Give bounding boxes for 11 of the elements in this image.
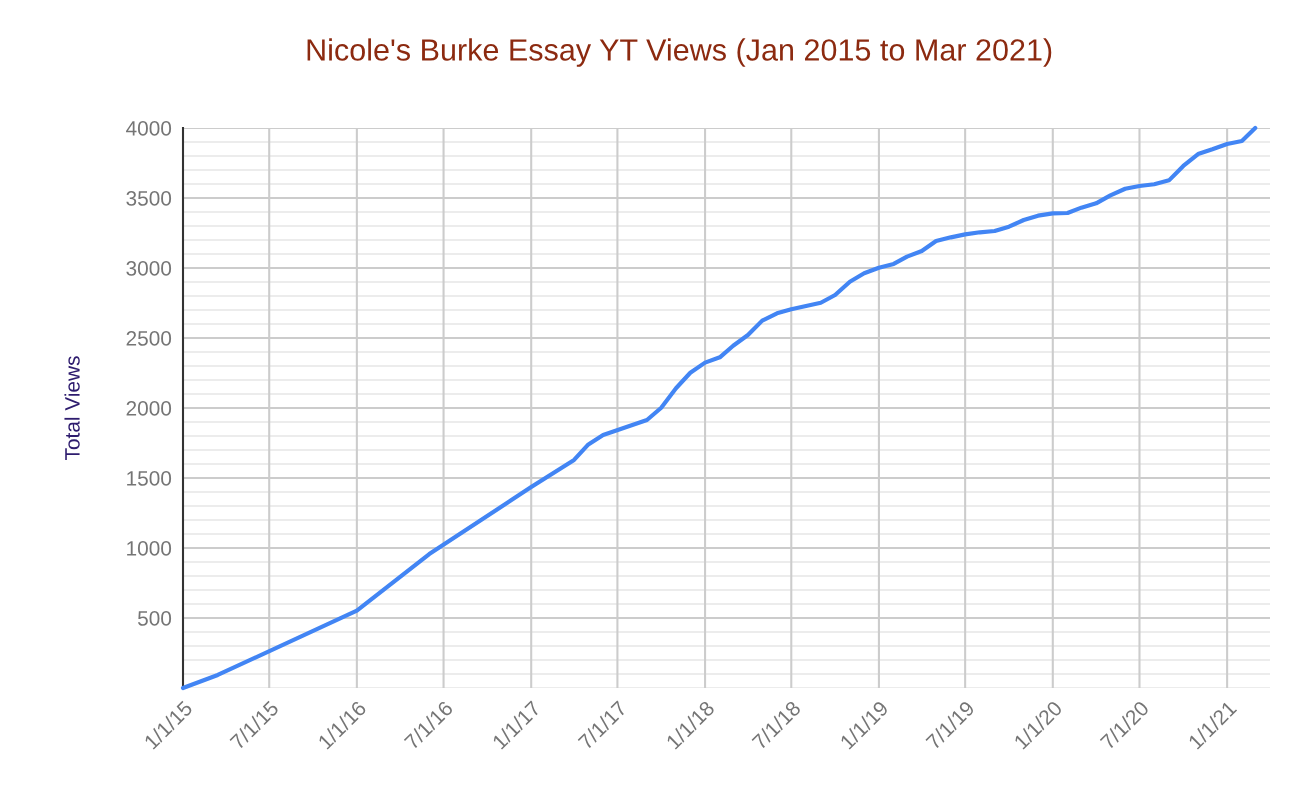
- chart-title: Nicole's Burke Essay YT Views (Jan 2015 to Mar 2021): [307, 38, 1052, 67]
- y-axis-title: Total Views: [64, 356, 80, 461]
- y-tick-label: 1000: [127, 541, 172, 556]
- y-tick-label: 3500: [126, 191, 172, 206]
- y-tick-label: 4000: [126, 121, 172, 136]
- y-tick-label: 500: [137, 611, 172, 626]
- y-tick-label: 1500: [127, 471, 172, 486]
- y-tick-label: 3000: [126, 261, 172, 276]
- y-tick-label: 2500: [126, 331, 172, 346]
- line-series: [180, 125, 1258, 691]
- y-tick-label: 2000: [126, 401, 172, 416]
